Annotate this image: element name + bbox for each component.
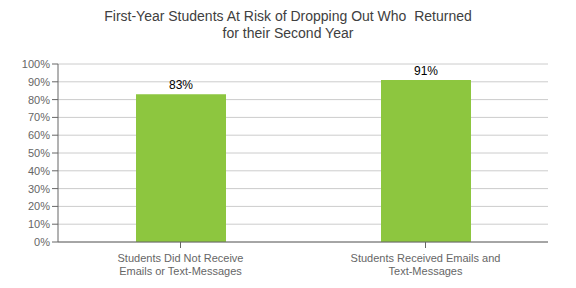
svg-text:100%: 100%	[22, 58, 50, 70]
svg-text:90%: 90%	[28, 76, 50, 88]
svg-text:60%: 60%	[28, 129, 50, 141]
svg-text:0%: 0%	[34, 236, 50, 248]
svg-text:91%: 91%	[414, 64, 438, 78]
svg-text:83%: 83%	[169, 78, 193, 92]
svg-text:30%: 30%	[28, 183, 50, 195]
svg-text:10%: 10%	[28, 218, 50, 230]
svg-text:20%: 20%	[28, 200, 50, 212]
svg-text:Students Did Not ReceiveEmails: Students Did Not ReceiveEmails or Text-M…	[118, 252, 244, 277]
html-text:First-Year Students At Risk of: First-Year Students At Risk of Dropping …	[104, 8, 472, 24]
svg-text:50%: 50%	[28, 147, 50, 159]
svg-text:70%: 70%	[28, 111, 50, 123]
svg-text:80%: 80%	[28, 94, 50, 106]
svg-text:Students Received Emails andTe: Students Received Emails andText-Message…	[351, 252, 501, 277]
svg-text:40%: 40%	[28, 165, 50, 177]
html-text:for their Second Year: for their Second Year	[222, 25, 354, 41]
